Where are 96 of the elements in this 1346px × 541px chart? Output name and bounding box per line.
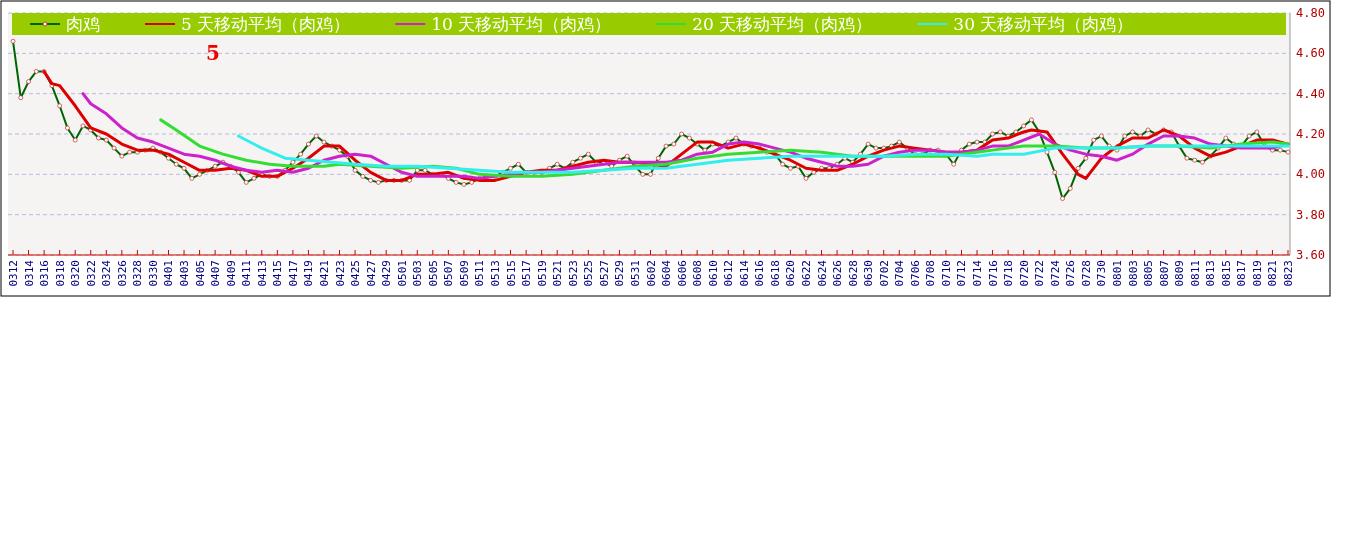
x-tick-label: 0509 — [457, 260, 471, 287]
x-tick-label: 0716 — [986, 260, 1000, 287]
x-tick-label: 0706 — [908, 260, 922, 287]
x-tick-label: 0821 — [1266, 260, 1280, 287]
x-tick-label: 0407 — [209, 260, 223, 287]
x-tick-label: 0801 — [1110, 260, 1124, 287]
x-tick-label: 0513 — [489, 260, 503, 287]
x-tick-label: 0519 — [535, 260, 549, 287]
x-tick-label: 0330 — [146, 260, 160, 287]
x-tick-label: 0712 — [955, 260, 969, 287]
x-tick-label: 0527 — [597, 260, 611, 287]
x-tick-label: 0815 — [1219, 260, 1233, 287]
x-tick-label: 0413 — [255, 260, 269, 287]
x-tick-label: 0320 — [69, 260, 83, 287]
x-tick-label: 0626 — [831, 260, 845, 287]
y-tick-label: 4.60 — [1296, 46, 1325, 61]
x-tick-label: 0726 — [1064, 260, 1078, 287]
x-tick-label: 0612 — [722, 260, 736, 287]
y-tick-label: 4.80 — [1296, 6, 1325, 20]
x-tick-label: 0523 — [566, 260, 580, 287]
x-tick-label: 0505 — [426, 260, 440, 287]
x-tick-label: 0817 — [1235, 260, 1249, 287]
x-tick-label: 0606 — [675, 260, 689, 287]
x-tick-label: 0620 — [784, 260, 798, 287]
legend-label: 20 天移动平均（肉鸡） — [692, 14, 873, 34]
x-tick-label: 0730 — [1095, 260, 1109, 287]
x-tick-label: 0714 — [971, 259, 985, 287]
x-tick-label: 0415 — [271, 260, 285, 287]
x-tick-label: 0807 — [1157, 260, 1171, 287]
x-tick-label: 0704 — [893, 259, 907, 287]
x-tick-label: 0411 — [240, 260, 254, 287]
x-tick-label: 0501 — [395, 260, 409, 287]
x-tick-label: 0312 — [7, 260, 20, 287]
x-tick-label: 0604 — [660, 259, 674, 287]
x-tick-label: 0405 — [193, 260, 207, 287]
x-tick-label: 0813 — [1204, 260, 1218, 287]
x-tick-label: 0616 — [753, 260, 767, 287]
x-tick-label: 0710 — [939, 260, 953, 287]
x-tick-label: 0326 — [115, 260, 129, 287]
x-tick-label: 0417 — [286, 260, 300, 287]
x-tick-label: 0507 — [442, 260, 456, 287]
x-tick-label: 0805 — [1142, 260, 1156, 287]
x-tick-label: 0720 — [1017, 260, 1031, 287]
legend-label: 5 天移动平均（肉鸡） — [181, 14, 351, 34]
x-tick-label: 0628 — [846, 260, 860, 287]
x-tick-label: 0318 — [53, 260, 67, 287]
y-tick-label: 3.80 — [1296, 207, 1325, 222]
x-tick-label: 0515 — [504, 260, 518, 287]
x-tick-label: 0614 — [737, 259, 751, 287]
x-tick-label: 0608 — [691, 260, 705, 287]
x-tick-label: 0425 — [349, 260, 363, 287]
x-tick-label: 0409 — [224, 260, 238, 287]
x-tick-label: 0610 — [706, 260, 720, 287]
x-tick-label: 0531 — [628, 260, 642, 287]
x-tick-label: 0427 — [364, 260, 378, 287]
x-tick-label: 0529 — [613, 260, 627, 287]
x-tick-label: 0328 — [131, 260, 145, 287]
annotation: 5 — [206, 41, 220, 65]
x-tick-label: 0708 — [924, 260, 938, 287]
x-tick-label: 0823 — [1282, 260, 1295, 287]
x-tick-label: 0722 — [1033, 260, 1047, 287]
x-tick-label: 0401 — [162, 260, 176, 287]
x-tick-label: 0718 — [1002, 260, 1016, 287]
x-tick-label: 0624 — [815, 259, 829, 287]
x-tick-label: 0429 — [380, 260, 394, 287]
y-tick-label: 4.00 — [1296, 167, 1325, 182]
x-tick-label: 0618 — [768, 260, 782, 287]
legend-label: 10 天移动平均（肉鸡） — [431, 14, 612, 34]
x-tick-label: 0517 — [520, 260, 534, 287]
x-tick-label: 0819 — [1250, 260, 1264, 287]
y-tick-label: 3.60 — [1296, 248, 1325, 262]
x-tick-label: 0521 — [551, 260, 565, 287]
x-tick-label: 0602 — [644, 260, 658, 287]
x-tick-label: 0702 — [877, 260, 891, 287]
x-tick-label: 0728 — [1079, 260, 1093, 287]
x-tick-label: 0811 — [1188, 260, 1202, 287]
x-tick-label: 0511 — [473, 260, 487, 287]
x-tick-label: 0324 — [100, 259, 114, 287]
x-tick-label: 0419 — [302, 260, 316, 287]
x-tick-label: 0503 — [411, 260, 425, 287]
x-tick-label: 0423 — [333, 260, 347, 287]
y-tick-label: 4.20 — [1296, 127, 1325, 141]
x-tick-label: 0622 — [799, 260, 813, 287]
x-tick-label: 0809 — [1173, 260, 1187, 287]
x-tick-label: 0724 — [1048, 259, 1062, 287]
x-tick-label: 0630 — [862, 260, 876, 287]
y-tick-label: 4.40 — [1296, 86, 1325, 101]
x-tick-label: 0421 — [317, 260, 331, 287]
x-tick-label: 0314 — [22, 259, 36, 287]
legend-label: 肉鸡 — [66, 14, 100, 34]
x-tick-label: 0403 — [178, 260, 192, 287]
x-tick-label: 0322 — [84, 260, 98, 287]
legend-label: 30 天移动平均（肉鸡） — [953, 14, 1134, 34]
x-tick-label: 0525 — [582, 260, 596, 287]
x-tick-label: 0316 — [38, 260, 52, 287]
x-tick-label: 0803 — [1126, 260, 1140, 287]
